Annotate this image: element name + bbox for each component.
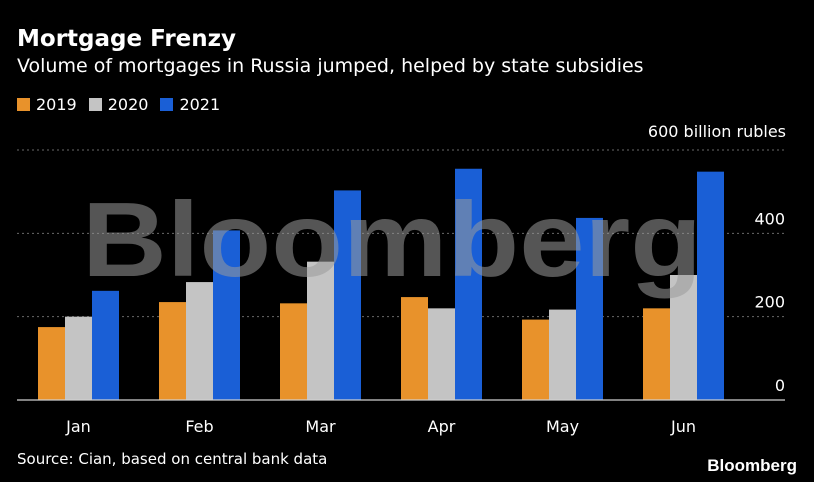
legend-swatch-2021 [160, 98, 174, 111]
source-note: Source: Cian, based on central bank data [17, 450, 328, 468]
legend: 2019 2020 2021 [17, 95, 232, 114]
y-tick-label-400: 400 [754, 209, 785, 228]
y-axis-unit-label: 600 billion rubles [647, 122, 786, 141]
bar-jun-2020 [670, 275, 697, 400]
bloomberg-watermark: Bloomberg [82, 181, 702, 299]
bar-jan-2019 [38, 327, 65, 400]
bar-may-2020 [549, 309, 576, 400]
bar-mar-2021 [334, 190, 361, 400]
bars [38, 168, 724, 400]
chart-title: Mortgage Frenzy [17, 26, 237, 52]
bar-jun-2021 [697, 171, 724, 400]
bar-feb-2021 [213, 230, 240, 400]
bar-jan-2021 [92, 290, 119, 400]
y-tick-labels: 0 200 400 [754, 209, 785, 395]
legend-item-2019: 2019 [17, 95, 77, 114]
chart-subtitle: Volume of mortgages in Russia jumped, he… [17, 55, 644, 77]
bar-apr-2019 [401, 297, 428, 400]
legend-label-2019: 2019 [36, 95, 77, 114]
legend-swatch-2020 [88, 98, 102, 111]
bar-apr-2021 [455, 168, 482, 400]
x-tick-label-feb: Feb [185, 417, 213, 436]
bar-feb-2020 [186, 282, 213, 400]
legend-item-2021: 2021 [160, 95, 220, 114]
legend-label-2021: 2021 [179, 95, 221, 114]
bar-may-2021 [576, 217, 603, 400]
y-tick-label-200: 200 [754, 293, 785, 312]
legend-swatch-2019 [17, 98, 30, 111]
bar-may-2019 [522, 319, 549, 400]
y-tick-label-0: 0 [775, 376, 785, 395]
bar-mar-2019 [280, 303, 307, 400]
legend-item-2020: 2020 [88, 95, 149, 114]
x-tick-label-apr: Apr [428, 417, 456, 436]
bar-apr-2020 [428, 308, 455, 400]
legend-label-2020: 2020 [107, 95, 149, 114]
bar-mar-2020 [307, 261, 334, 400]
x-tick-label-mar: Mar [305, 417, 336, 436]
x-tick-label-jun: Jun [670, 417, 696, 436]
bloomberg-logo: Bloomberg [707, 456, 797, 475]
x-tick-label-jan: Jan [65, 417, 91, 436]
bar-feb-2019 [159, 302, 186, 400]
bar-jan-2020 [65, 316, 92, 400]
x-tick-label-may: May [546, 417, 579, 436]
x-tick-labels: Jan Feb Mar Apr May Jun [65, 417, 696, 436]
bar-jun-2019 [643, 308, 670, 400]
